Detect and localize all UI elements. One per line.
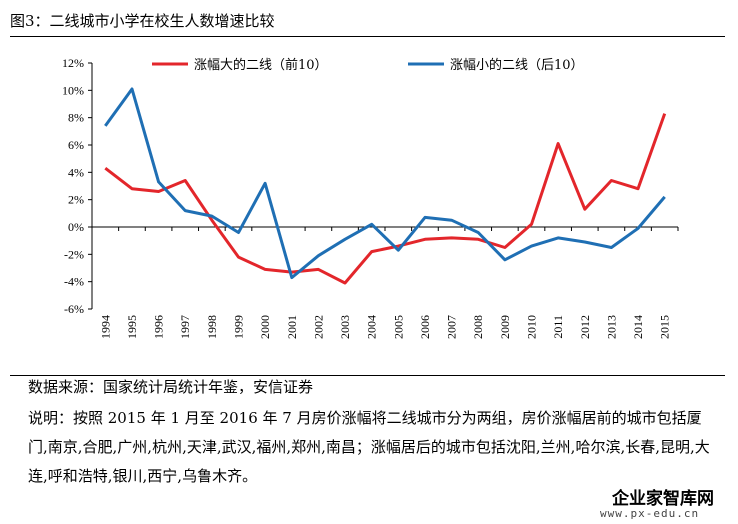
x-tick-label: 1994 bbox=[98, 315, 112, 339]
legend-label: 涨幅大的二线（前10） bbox=[194, 57, 328, 73]
x-tick-label: 1997 bbox=[178, 315, 192, 339]
y-tick-label: 8% bbox=[68, 111, 84, 125]
y-tick-label: -2% bbox=[64, 247, 84, 261]
x-tick-label: 2010 bbox=[525, 315, 539, 339]
series-lines bbox=[104, 87, 667, 285]
x-tick-label: 2006 bbox=[418, 315, 432, 339]
x-tick-label: 2004 bbox=[365, 315, 379, 339]
x-tick-label: 2012 bbox=[578, 315, 592, 339]
x-tick-label: 2015 bbox=[658, 315, 672, 339]
x-tick-label: 2001 bbox=[285, 315, 299, 339]
watermark-name: 企业家智库网 bbox=[612, 489, 714, 509]
x-tick-label: 2009 bbox=[498, 315, 512, 339]
chart-legend: 涨幅大的二线（前10） 涨幅小的二线（后10） bbox=[152, 57, 584, 73]
x-tick-label: 2000 bbox=[258, 315, 272, 339]
legend-label: 涨幅小的二线（后10） bbox=[450, 57, 584, 73]
x-tick-label: 2011 bbox=[551, 315, 565, 339]
x-tick-label: 2002 bbox=[311, 315, 325, 339]
y-tick-label: -4% bbox=[64, 275, 84, 289]
x-tick-label: 2013 bbox=[604, 315, 618, 339]
y-tick-labels: -6% -4% -2% 0% 2% 4% 6% 8% 10% 12% bbox=[62, 56, 84, 316]
chart-note: 说明：按照 2015 年 1 月至 2016 年 7 月房价涨幅将二线城市分为两… bbox=[28, 409, 710, 485]
series-line-bottom10 bbox=[104, 87, 666, 280]
x-tick-labels: 1994 1995 1996 1997 1998 1999 2000 2001 2002 2003… bbox=[98, 315, 671, 339]
x-tick-label: 1999 bbox=[232, 315, 246, 339]
y-tick-label: 10% bbox=[62, 83, 84, 97]
y-tick-label: 6% bbox=[68, 138, 84, 152]
y-tick-label: -6% bbox=[64, 302, 84, 316]
series-line-top10 bbox=[104, 113, 667, 285]
bottom-rule bbox=[10, 375, 725, 376]
x-tick-label: 2014 bbox=[631, 315, 645, 339]
watermark-url: www.px-edu.cn bbox=[600, 507, 700, 520]
y-tick-label: 4% bbox=[68, 165, 84, 179]
line-chart: -6%-4%-2%0%2%4%6%8%10%12% 1994 1995 1996 19… bbox=[62, 56, 679, 339]
y-tick-label: 12% bbox=[62, 56, 84, 70]
x-tick-label: 1995 bbox=[125, 315, 139, 339]
data-source: 数据来源：国家统计局统计年鉴，安信证券 bbox=[28, 378, 314, 396]
x-tick-label: 2007 bbox=[445, 315, 459, 339]
top-rule bbox=[10, 36, 725, 37]
y-tick-label: 2% bbox=[68, 193, 84, 207]
x-tick-label: 2008 bbox=[471, 315, 485, 339]
x-tick-label: 1998 bbox=[205, 315, 219, 339]
chart-title: 图3：二线城市小学在校生人数增速比较 bbox=[10, 12, 275, 30]
y-tick-label: 0% bbox=[68, 220, 84, 234]
x-tick-label: 2005 bbox=[391, 315, 405, 339]
x-tick-label: 2003 bbox=[338, 315, 352, 339]
chart-axes bbox=[88, 62, 679, 310]
x-tick-label: 1996 bbox=[152, 315, 166, 339]
